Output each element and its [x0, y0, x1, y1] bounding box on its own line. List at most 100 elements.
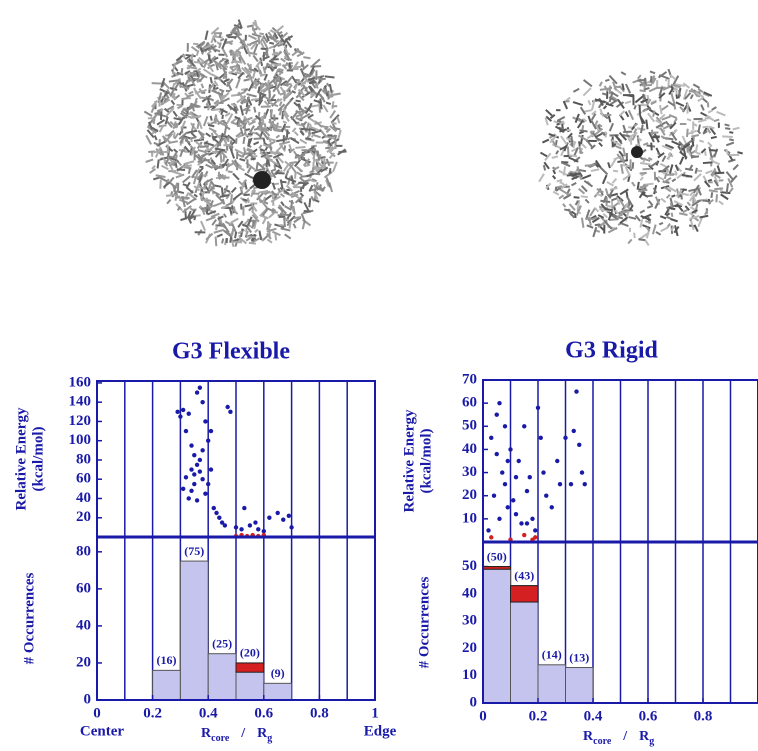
molecule-bond — [549, 114, 556, 120]
molecule-bond — [560, 183, 568, 190]
molecule-bond — [315, 74, 325, 80]
molecule-bond — [595, 159, 602, 169]
molecule-bond — [307, 76, 316, 81]
molecule-bond — [206, 185, 215, 194]
molecule-bond — [145, 134, 152, 145]
bar-value-label: (14) — [542, 648, 562, 662]
molecule-bond — [618, 198, 626, 208]
molecule-bond — [597, 221, 605, 228]
molecule-bond — [236, 68, 242, 73]
molecule-bond — [689, 191, 694, 197]
x-tick-label: 0.2 — [529, 708, 548, 724]
molecule-bond — [559, 188, 570, 196]
molecule-bond — [611, 139, 622, 147]
y-tick-label: 40 — [462, 585, 477, 601]
molecule-bond — [205, 216, 216, 222]
molecule-bond — [611, 197, 618, 202]
molecule-bond — [308, 125, 320, 132]
molecule-bond — [718, 200, 724, 206]
molecule-bond — [211, 159, 217, 166]
molecule-bond — [624, 100, 632, 105]
molecule-bond — [272, 86, 278, 93]
molecule-bond — [304, 106, 311, 115]
molecule-bond — [247, 132, 253, 136]
molecule-bond — [639, 89, 646, 93]
molecule-bond — [284, 160, 291, 167]
molecule-bond — [287, 36, 291, 41]
molecule-bond — [700, 104, 705, 111]
molecule-bond — [697, 187, 702, 196]
molecule-bond — [189, 136, 194, 143]
molecule-bond — [290, 193, 299, 199]
molecule-bond — [589, 207, 597, 217]
molecule-bond — [727, 178, 734, 188]
data-point — [502, 424, 508, 429]
molecule-bond — [298, 106, 305, 112]
molecule-bond — [562, 193, 572, 200]
molecule-bond — [217, 215, 224, 220]
molecule-bond — [228, 206, 233, 215]
molecule-bond — [279, 91, 286, 96]
molecule-bond — [239, 186, 244, 195]
molecule-bond — [175, 195, 181, 199]
molecule-bond — [272, 127, 280, 131]
molecule-bond — [213, 80, 219, 87]
molecule-bond — [325, 101, 332, 106]
molecule-bond — [638, 191, 644, 199]
molecule-bond — [231, 208, 239, 215]
y-tick-label: 30 — [462, 613, 477, 629]
molecule-bond — [587, 115, 592, 124]
molecule-bond — [254, 228, 259, 233]
molecule-bond — [614, 134, 623, 143]
molecule-bond — [214, 225, 219, 231]
molecule-bond — [237, 19, 243, 29]
molecule-bond — [172, 110, 178, 118]
molecule-bond — [277, 206, 287, 214]
data-point — [217, 515, 222, 520]
molecule-bond — [708, 125, 715, 130]
molecule-bond — [150, 99, 159, 108]
molecule-bond — [314, 88, 322, 99]
molecule-bond — [633, 122, 639, 128]
data-point — [247, 523, 253, 528]
molecule-bond — [678, 90, 681, 97]
molecule-bond — [238, 118, 245, 126]
molecule-bond — [258, 144, 263, 149]
molecule-bond — [235, 49, 242, 54]
molecule-bond — [205, 95, 215, 102]
molecule-bond — [693, 197, 697, 204]
molecule-bond — [291, 75, 298, 84]
molecule-bond — [568, 154, 578, 158]
data-point — [183, 428, 189, 434]
x-axis-label-part: / — [240, 726, 246, 741]
data-point — [200, 399, 205, 405]
molecule-bond — [663, 176, 672, 184]
molecule-bond — [296, 171, 303, 177]
molecule-bond — [621, 222, 629, 227]
molecule-bond — [253, 106, 257, 113]
molecule-bond — [228, 70, 234, 75]
molecule-bond — [238, 56, 242, 62]
molecule-bond — [329, 110, 337, 119]
molecule-bond — [203, 182, 209, 189]
molecule-bond — [702, 125, 709, 129]
molecule-bond — [259, 73, 267, 77]
molecule-bond — [646, 204, 653, 209]
molecule-bond — [153, 135, 158, 141]
molecule-bond — [325, 177, 332, 188]
molecule-bond — [209, 46, 221, 53]
molecule-bond — [181, 97, 189, 101]
molecule-bond — [584, 164, 596, 167]
molecule-bond — [251, 237, 261, 244]
molecule-bond — [211, 89, 221, 96]
molecule-bond — [664, 120, 673, 129]
molecule-bond — [597, 214, 605, 219]
molecule-bond — [579, 106, 587, 115]
molecule-bond — [311, 166, 315, 172]
molecule-bond — [645, 119, 649, 130]
molecule-bond — [281, 64, 288, 70]
molecule-bond — [724, 123, 730, 127]
molecule-bond — [225, 33, 233, 37]
molecule-bond — [604, 78, 610, 82]
molecule-bond — [273, 129, 282, 133]
